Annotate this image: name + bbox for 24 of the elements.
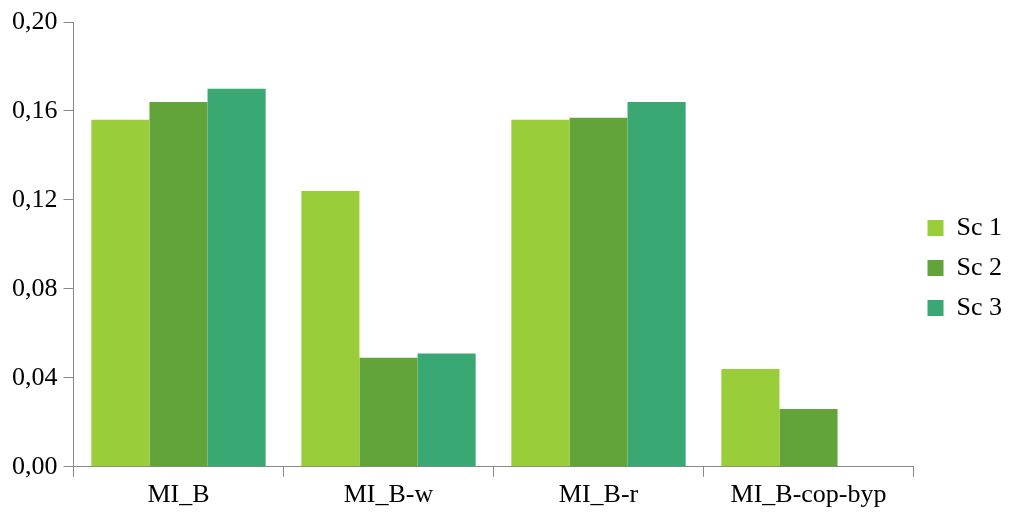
bar xyxy=(627,102,686,467)
bar xyxy=(301,191,360,467)
y-tick-label: 0,08 xyxy=(12,272,58,302)
bar xyxy=(207,88,266,467)
legend-label: Sc 1 xyxy=(956,211,1002,241)
bar xyxy=(569,117,628,467)
bar xyxy=(721,368,780,467)
bar xyxy=(149,102,208,467)
x-tick-label: MI_B-r xyxy=(558,479,639,509)
y-tick-label: 0,00 xyxy=(12,450,58,480)
y-tick-label: 0,16 xyxy=(12,94,58,124)
bar xyxy=(417,353,476,467)
bar xyxy=(779,408,838,467)
bar xyxy=(511,119,570,467)
x-tick-label: MI_B-w xyxy=(343,479,434,509)
y-tick-label: 0,12 xyxy=(12,183,58,213)
legend-label: Sc 2 xyxy=(956,251,1002,281)
legend-label: Sc 3 xyxy=(956,291,1002,321)
y-tick-label: 0,20 xyxy=(12,5,58,35)
bar xyxy=(359,357,418,467)
x-tick-label: MI_B-cop-byp xyxy=(730,479,887,509)
bar xyxy=(91,119,150,467)
y-tick-label: 0,04 xyxy=(12,361,58,391)
x-tick-label: MI_B xyxy=(147,479,210,509)
